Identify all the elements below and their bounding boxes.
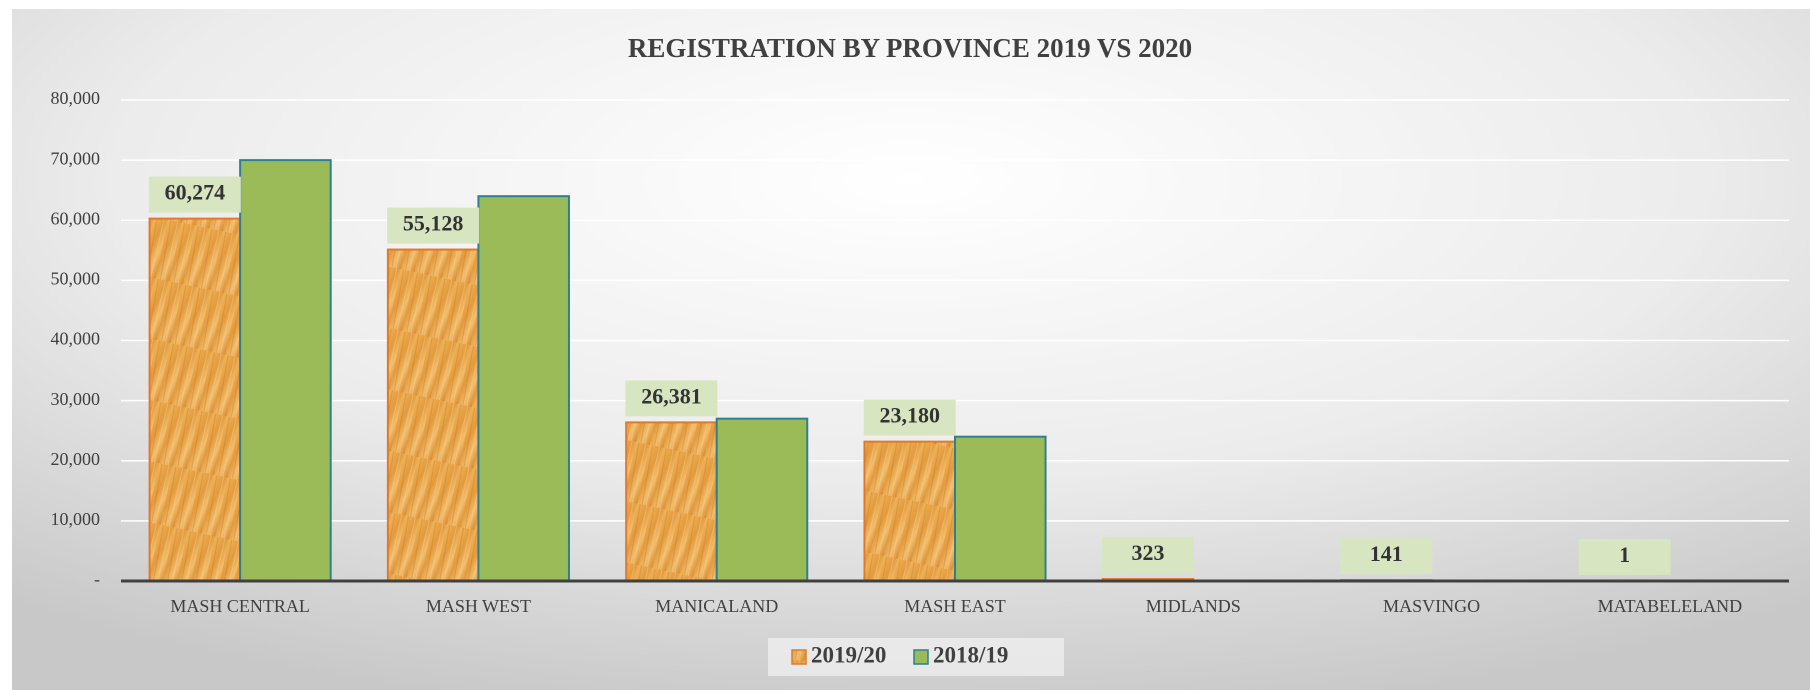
bar [625, 421, 718, 583]
data-label-box [863, 399, 956, 436]
bar [477, 195, 570, 582]
data-label-box [1102, 537, 1195, 574]
y-tick-label: 10,000 [51, 509, 101, 529]
y-tick-label: 80,000 [51, 88, 101, 108]
x-tick-label: MASH WEST [426, 596, 531, 616]
data-label: 23,180 [879, 403, 940, 428]
x-tick-label: MASVINGO [1383, 596, 1480, 616]
data-label-box [1578, 538, 1671, 575]
legend-label: 2019/20 [811, 642, 886, 667]
y-tick-label: 30,000 [51, 389, 101, 409]
y-tick-label: 50,000 [51, 269, 101, 289]
legend-swatch [791, 649, 807, 665]
bar [954, 435, 1047, 583]
legend-label: 2018/19 [933, 642, 1008, 667]
bar [715, 417, 809, 582]
y-tick-label: 20,000 [51, 449, 101, 469]
bar [863, 440, 956, 582]
data-label: 55,128 [403, 211, 464, 236]
bar [386, 248, 480, 582]
y-tick-label: 40,000 [51, 329, 101, 349]
x-tick-label: MASH EAST [904, 596, 1006, 616]
x-tick-label: MATABELELAND [1598, 596, 1743, 616]
data-label: 141 [1370, 541, 1403, 566]
data-label-box [148, 176, 241, 213]
x-tick-label: MIDLANDS [1146, 596, 1241, 616]
x-tick-label: MANICALAND [655, 596, 778, 616]
x-tick-label: MASH CENTRAL [170, 596, 310, 616]
data-label: 323 [1132, 540, 1165, 565]
y-tick-label: 70,000 [51, 148, 101, 168]
y-tick-label: - [94, 569, 100, 589]
y-tick-label: 60,000 [51, 208, 101, 228]
bar [148, 217, 242, 582]
data-label: 60,274 [165, 180, 226, 205]
data-label: 26,381 [641, 383, 702, 408]
bar [239, 159, 332, 582]
chart-title: REGISTRATION BY PROVINCE 2019 VS 2020 [628, 33, 1192, 63]
data-label-box [625, 380, 718, 417]
data-label-box [387, 207, 480, 244]
data-label: 1 [1619, 542, 1630, 567]
data-label-box [1340, 538, 1433, 575]
legend-swatch [913, 649, 929, 665]
